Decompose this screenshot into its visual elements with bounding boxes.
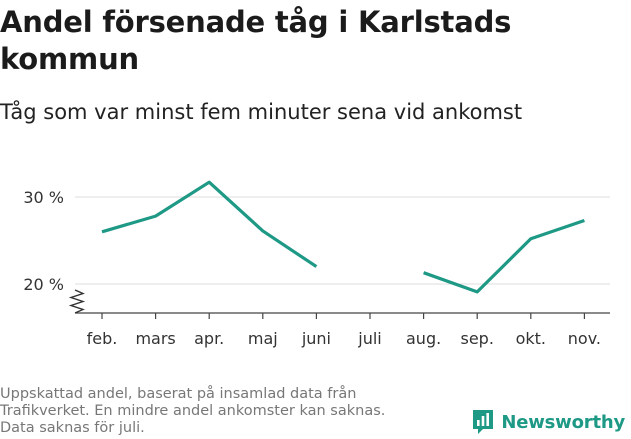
x-tick-label: aug. xyxy=(406,329,441,348)
chart-title-line-1: Andel försenade tåg i Karlstads xyxy=(0,5,512,39)
x-tick-label: feb. xyxy=(87,329,118,348)
x-tick-label: sep. xyxy=(460,329,493,348)
newsworthy-logo-icon xyxy=(473,410,494,434)
y-tick-label: 30 % xyxy=(23,188,64,207)
chart-title-line-2: kommun xyxy=(0,42,139,76)
x-tick-label: juni xyxy=(301,329,331,348)
chart-subtitle: Tåg som var minst fem minuter sena vid a… xyxy=(0,100,523,124)
footnote-line-3: Data saknas för juli. xyxy=(0,420,145,436)
series-line-segment-0 xyxy=(101,180,318,268)
line-chart-svg: 20 % 30 % feb. mars apr. maj juni juli aug. sep. o… xyxy=(23,180,610,348)
brand-logo: Newsworthy xyxy=(471,408,625,436)
brand-name: Newsworthy xyxy=(501,411,625,433)
axis-break-icon xyxy=(68,289,86,314)
x-tick-label: maj xyxy=(248,329,278,348)
chart-title: Andel försenade tåg i Karlstads kommun xyxy=(0,4,560,78)
x-tick-label: nov. xyxy=(568,329,601,348)
footnote-line-2: Trafikverket. En mindre andel ankomster … xyxy=(0,403,386,419)
series-line-segment-1 xyxy=(423,218,585,294)
x-tick-label: juli xyxy=(357,329,381,348)
x-tick-label: apr. xyxy=(194,329,224,348)
footnote: Uppskattad andel, baserat på insamlad da… xyxy=(0,386,450,437)
y-tick-label: 20 % xyxy=(23,275,64,294)
line-chart: 20 % 30 % feb. mars apr. maj juni juli aug. sep. o… xyxy=(0,150,631,370)
x-tick-label: mars xyxy=(135,329,175,348)
footnote-line-1: Uppskattad andel, baserat på insamlad da… xyxy=(0,386,357,402)
x-tick-label: okt. xyxy=(516,329,546,348)
